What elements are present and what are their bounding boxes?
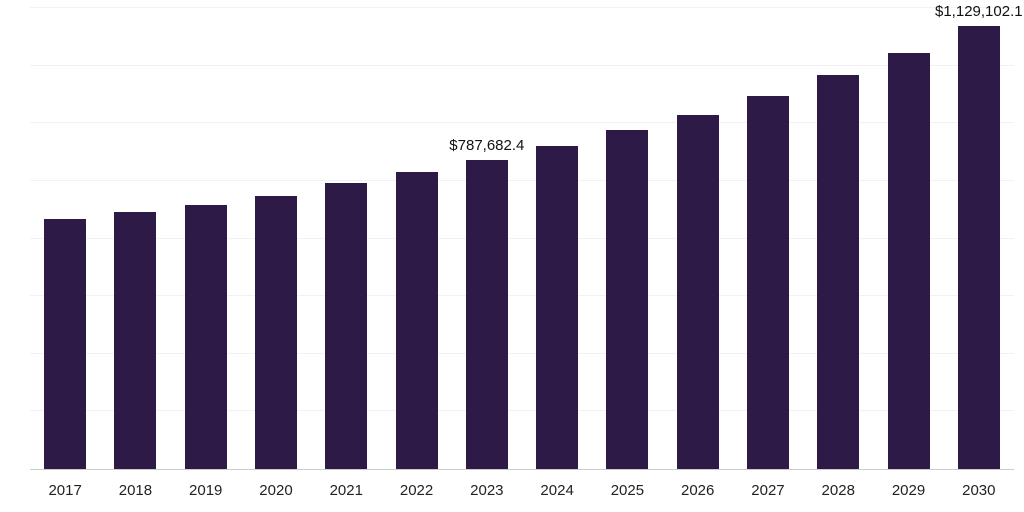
x-tick-label-2021: 2021	[329, 482, 363, 499]
gridline	[30, 64, 1014, 66]
x-tick-label-2017: 2017	[48, 482, 82, 499]
x-tick-label-2018: 2018	[118, 482, 153, 499]
bar-slot-2024	[522, 8, 592, 469]
x-tick-label-2030: 2030	[962, 482, 996, 499]
gridline	[30, 352, 1014, 354]
bar-slot-2021	[311, 8, 381, 469]
data-label-2030: $1,129,102.1	[935, 3, 1023, 21]
bar-slot-2026	[663, 8, 733, 469]
bar-2020	[254, 195, 297, 469]
x-tick-label-2022: 2022	[399, 482, 434, 499]
bar-2025	[606, 130, 649, 469]
bar-slot-2017	[30, 8, 100, 469]
bar-slot-2029	[873, 8, 943, 469]
x-tick-label-2025: 2025	[610, 482, 645, 499]
x-axis: 2017 2018 2019 2020 2021 2022 2023 2024 2025 2026…	[30, 478, 1014, 504]
x-tick-label-2023: 2023	[470, 482, 504, 499]
bar-2021	[325, 183, 368, 469]
bar-slot-2019	[171, 8, 241, 469]
bar-2018	[114, 211, 157, 469]
bar-2023	[465, 159, 508, 469]
gridline	[30, 295, 1014, 297]
plot-area: $787,682.4 $1,129,102.1	[30, 3, 1023, 470]
bar-2030	[957, 26, 1000, 469]
bar-slot-2023: $787,682.4	[449, 8, 525, 469]
bar-2028	[817, 75, 860, 469]
x-tick-label-2019: 2019	[189, 482, 223, 499]
bar-2022	[395, 172, 438, 469]
gridline	[30, 237, 1014, 239]
x-tick-label-2024: 2024	[540, 482, 574, 499]
bar-2029	[887, 53, 930, 469]
x-tick-label-2028: 2028	[821, 482, 855, 499]
gridline	[30, 7, 1014, 8]
bar-slot-2027	[733, 8, 803, 469]
bar-2027	[746, 96, 789, 469]
bar-slot-2020	[241, 8, 311, 469]
x-tick-label-2029: 2029	[891, 482, 926, 499]
gridline	[30, 410, 1014, 412]
bar-slot-2018	[100, 8, 170, 469]
gridline	[30, 179, 1014, 181]
x-tick-label-2026: 2026	[680, 482, 715, 499]
bar-2024	[536, 146, 579, 469]
bar-slot-2030: $1,129,102.1	[935, 3, 1023, 469]
bar-slot-2028	[803, 8, 873, 469]
bar-2017	[44, 219, 87, 469]
bar-slot-2022	[381, 8, 451, 469]
bar-2026	[676, 115, 719, 469]
bar-slot-2025	[592, 8, 662, 469]
x-tick-label-2027: 2027	[751, 482, 785, 499]
data-label-2023: $787,682.4	[449, 136, 525, 154]
bar-2019	[184, 204, 227, 469]
x-tick-label-2020: 2020	[259, 482, 293, 499]
gridline	[30, 122, 1014, 124]
